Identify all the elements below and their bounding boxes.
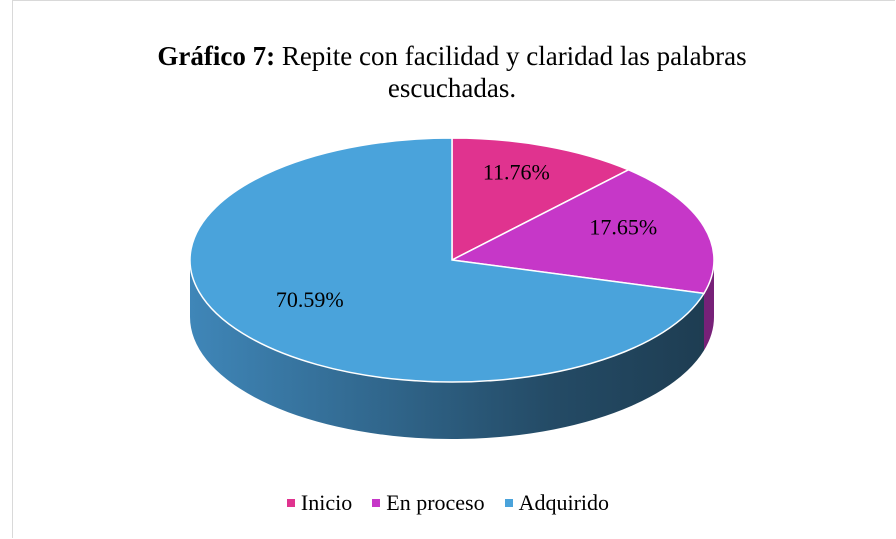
legend-label: En proceso bbox=[386, 490, 485, 515]
legend-label: Adquirido bbox=[518, 490, 610, 515]
slice-side bbox=[190, 260, 705, 440]
legend-item: Inicio bbox=[286, 490, 353, 516]
slice bbox=[189, 137, 706, 383]
data-label: 11.76% bbox=[483, 160, 550, 185]
slice-side bbox=[704, 260, 714, 351]
legend-swatch bbox=[372, 499, 381, 507]
legend-swatch bbox=[286, 499, 295, 507]
title-bold: Gráfico 7: bbox=[157, 41, 276, 71]
slice bbox=[451, 137, 631, 262]
slice bbox=[449, 168, 715, 295]
data-label: 70.59% bbox=[276, 287, 344, 312]
legend-label: Inicio bbox=[300, 490, 353, 515]
title-text: Repite con facilidad y claridad las pala… bbox=[281, 41, 747, 103]
chart-frame bbox=[12, 0, 895, 538]
legend-item: Adquirido bbox=[504, 490, 610, 516]
legend-swatch bbox=[504, 499, 513, 507]
legend: Inicio En proceso Adquirido bbox=[0, 490, 896, 516]
legend-item: En proceso bbox=[372, 490, 485, 516]
data-label: 17.65% bbox=[589, 214, 657, 239]
chart-title: Gráfico 7: Repite con facilidad y clarid… bbox=[146, 40, 758, 104]
